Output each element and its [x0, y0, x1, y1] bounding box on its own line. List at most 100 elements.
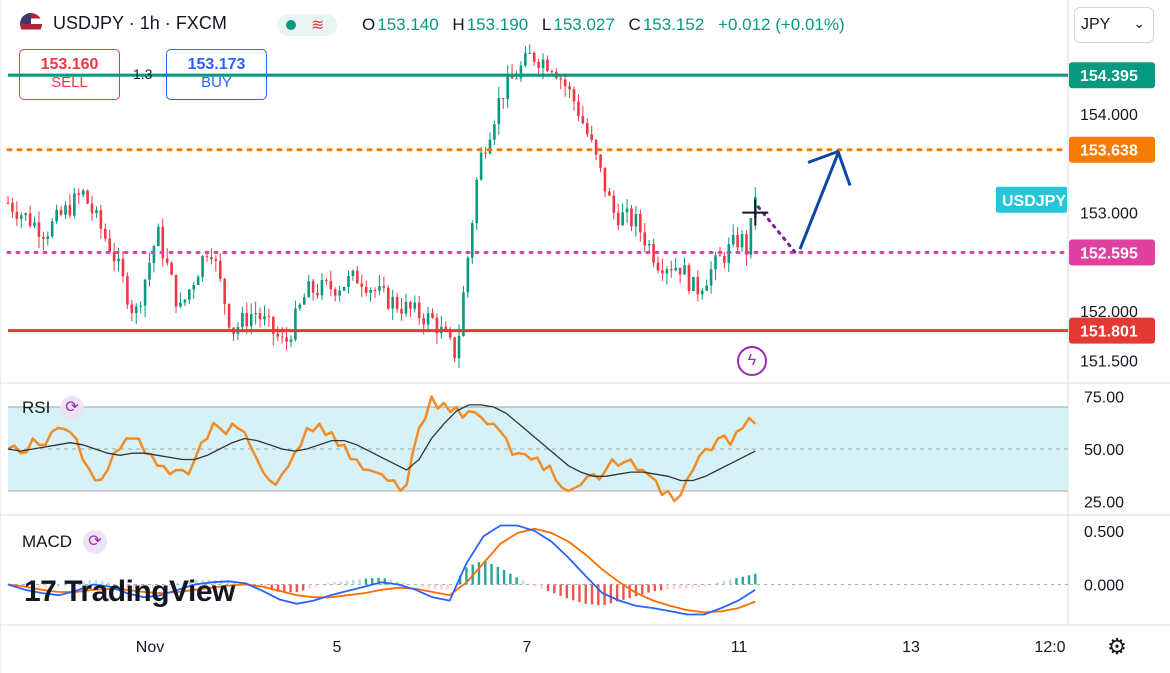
candle-body: [568, 86, 571, 90]
macd-histogram-bar: [157, 584, 160, 587]
macd-histogram-bar: [339, 581, 343, 585]
price-tick-label: 152.000: [1080, 304, 1138, 321]
candle-body: [64, 205, 67, 215]
candle-body: [572, 89, 576, 102]
sell-label: SELL: [51, 74, 88, 91]
candle-body: [669, 269, 673, 271]
macd-histogram-bar: [421, 584, 424, 587]
candle-body: [174, 274, 178, 307]
rsi-tick-label: 50.00: [1084, 442, 1124, 459]
candle-body: [77, 193, 81, 195]
macd-histogram-bar: [232, 581, 236, 585]
tradingview-logo: 17 TradingView: [24, 575, 235, 609]
macd-histogram-bar: [31, 584, 35, 588]
candle-body: [46, 236, 50, 239]
candle-body: [364, 286, 368, 293]
macd-histogram-bar: [308, 584, 311, 589]
macd-histogram-bar: [364, 578, 368, 585]
candle-body: [103, 228, 107, 239]
macd-histogram-bar: [647, 584, 650, 593]
macd-histogram-bar: [703, 584, 707, 587]
candle-body: [73, 193, 76, 216]
symbol-name[interactable]: USDJPY: [53, 13, 124, 33]
candle-body: [501, 98, 505, 100]
macd-line: [7, 524, 756, 616]
buy-button[interactable]: 153.173 BUY: [166, 49, 267, 100]
candle-body: [179, 302, 182, 307]
macd-histogram-bar: [622, 584, 625, 600]
lightning-icon[interactable]: ϟ: [737, 346, 767, 376]
candle-body: [426, 313, 430, 325]
separator: ·: [128, 13, 135, 33]
rsi-label: RSI: [22, 398, 51, 417]
candle-body: [524, 52, 527, 66]
macd-histogram-bar: [615, 584, 619, 602]
candle-body: [639, 213, 642, 233]
candle-body: [656, 262, 660, 271]
macd-histogram-bar: [82, 581, 85, 585]
candle-body: [559, 78, 563, 80]
candle-body: [373, 289, 377, 291]
macd-histogram-bar: [490, 563, 493, 585]
candle-body: [311, 281, 315, 293]
macd-histogram-bar: [113, 583, 116, 585]
candle-body: [541, 59, 545, 68]
candle-body: [683, 265, 686, 275]
candle-body: [643, 232, 647, 246]
time-axis-label: Nov: [136, 639, 164, 656]
market-status-pill[interactable]: ≋: [277, 14, 337, 36]
macd-histogram-bar: [553, 584, 556, 594]
settings-icon[interactable]: ⚙: [1107, 634, 1127, 659]
timeframe[interactable]: 1h: [139, 13, 160, 33]
candle-body: [42, 236, 45, 239]
candle-body: [488, 139, 492, 154]
refresh-icon[interactable]: ⟳: [60, 396, 84, 420]
candle-body: [285, 337, 288, 342]
macd-histogram-bar: [38, 584, 41, 588]
macd-histogram-bar: [659, 584, 663, 591]
candle-body: [134, 306, 138, 313]
candle-body: [280, 336, 284, 338]
macd-histogram-bar: [119, 584, 123, 586]
level-tag-text: 153.638: [1080, 143, 1138, 160]
macd-histogram-bar: [44, 584, 47, 588]
refresh-icon[interactable]: ⟳: [83, 530, 107, 554]
macd-histogram-bar: [728, 579, 732, 585]
candle-body: [616, 212, 620, 226]
candle-body: [453, 337, 456, 359]
macd-histogram-bar: [741, 576, 744, 585]
sell-button[interactable]: 153.160 SELL: [19, 49, 120, 100]
high-value: 153.190: [466, 15, 529, 34]
macd-histogram-bar: [666, 584, 669, 590]
candle-body: [581, 116, 585, 124]
macd-histogram-bar: [63, 584, 66, 587]
macd-tick-label: 0.000: [1084, 577, 1124, 594]
macd-histogram-bar: [477, 562, 481, 585]
us-flag-icon: [20, 13, 42, 36]
candle-body: [95, 210, 98, 214]
candle-body: [130, 304, 134, 313]
candle-body: [625, 208, 629, 213]
macd-histogram-bar: [276, 584, 280, 592]
macd-tick-label: 0.500: [1084, 524, 1124, 541]
open-label: O: [362, 15, 376, 34]
macd-histogram-bar: [396, 581, 399, 585]
candle-body: [448, 331, 452, 338]
candle-body: [462, 292, 465, 336]
macd-histogram-bar: [226, 580, 229, 585]
candle-body: [276, 333, 280, 337]
candle-body: [475, 179, 479, 224]
level-tag-bg: [1069, 136, 1155, 163]
macd-histogram-bar: [107, 582, 110, 585]
macd-histogram-bar: [722, 580, 726, 585]
candle-body: [532, 52, 536, 62]
macd-histogram-bar: [289, 584, 292, 593]
level-tag-text: 154.395: [1080, 68, 1138, 85]
rsi-tick-label: 75.00: [1084, 390, 1124, 407]
macd-histogram-bar: [465, 567, 468, 585]
macd-histogram-bar: [427, 584, 430, 589]
currency-select[interactable]: JPY ⌄: [1074, 7, 1154, 43]
candle-body: [647, 244, 651, 246]
candle-body: [157, 226, 160, 247]
